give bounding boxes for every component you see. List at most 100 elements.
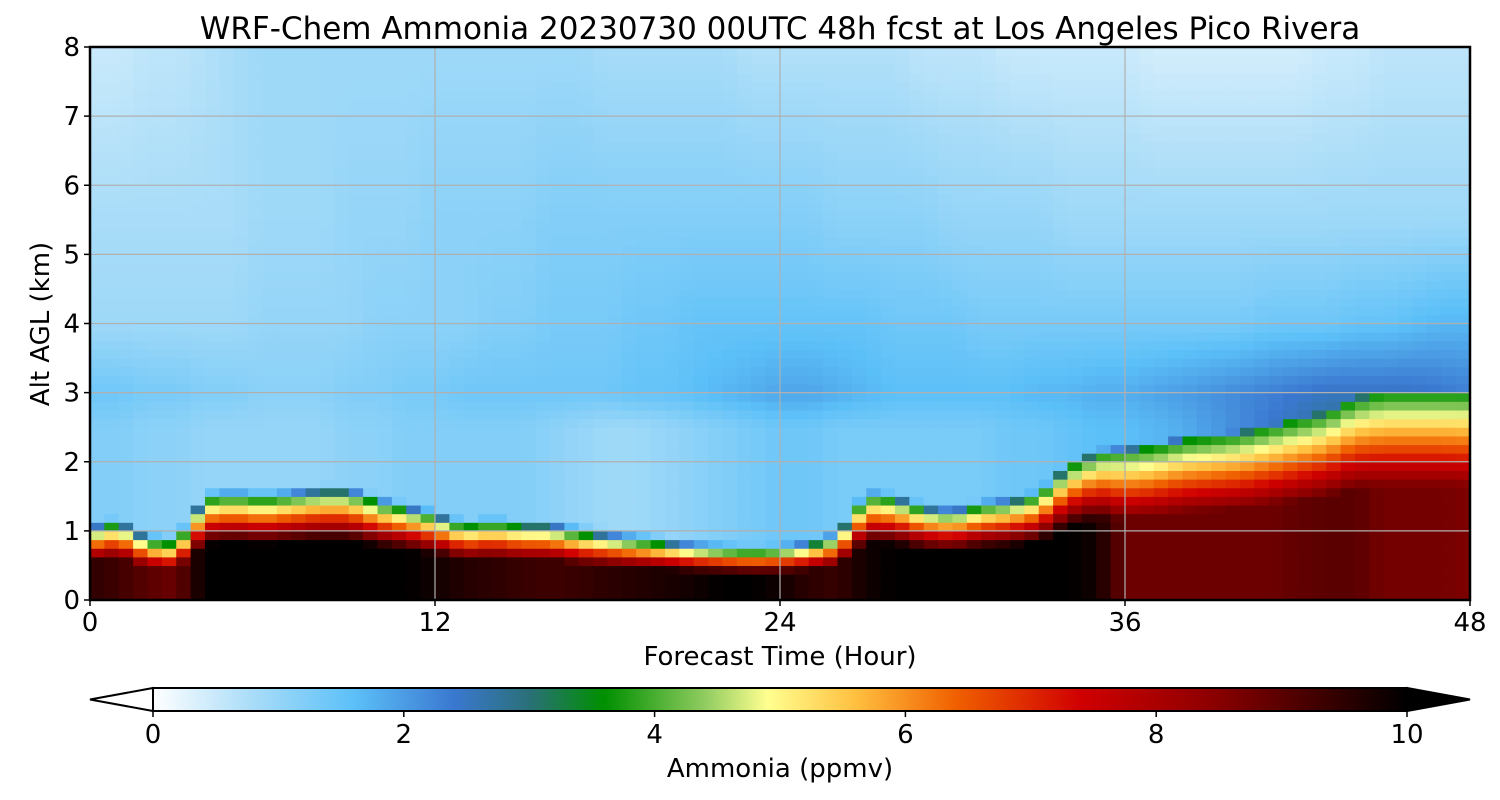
heatmap-cell [938,444,954,454]
heatmap-cell [736,340,752,351]
heatmap-cell [463,98,479,109]
heatmap-cell [650,167,666,178]
heatmap-cell [377,418,393,428]
heatmap-cell [693,479,709,489]
heatmap-cell [161,470,177,480]
heatmap-cell [751,591,767,600]
heatmap-cell [435,81,450,91]
heatmap-cell [765,565,781,575]
heatmap-cell [90,435,105,446]
heatmap-cell [492,444,508,454]
heatmap-cell [90,340,105,351]
heatmap-cell [1110,539,1126,549]
heatmap-cell [219,349,235,359]
heatmap-cell [866,64,882,74]
heatmap-cell [966,288,982,299]
heatmap-cell [550,340,565,351]
heatmap-cell [981,47,997,57]
heatmap-cell [708,314,724,325]
heatmap-cell [248,522,264,532]
heatmap-cell [578,263,594,273]
heatmap-cell [564,366,580,376]
heatmap-cell [636,548,652,558]
heatmap-cell [219,548,235,558]
heatmap-cell [1053,375,1069,385]
heatmap-cell [578,487,594,497]
heatmap-cell [1125,375,1140,385]
heatmap-cell [435,185,450,195]
heatmap-cell [981,479,997,489]
heatmap-cell [176,383,192,394]
heatmap-cell [751,116,767,126]
heatmap-cell [435,522,450,532]
heatmap-cell [391,133,407,143]
heatmap-cell [679,401,695,411]
heatmap-cell [1024,98,1040,109]
heatmap-cell [794,392,810,402]
heatmap-cell [133,349,149,359]
heatmap-cell [550,418,565,428]
heatmap-cell [506,323,522,333]
heatmap-cell [1096,211,1112,221]
heatmap-cell [1182,98,1198,109]
heatmap-cell [751,366,767,376]
heatmap-cell [679,64,695,74]
heatmap-cell [233,323,249,333]
heatmap-cell [966,90,982,100]
heatmap-cell [1153,90,1169,100]
heatmap-cell [621,504,637,515]
heatmap-cell [521,202,537,212]
heatmap-cell [995,116,1011,126]
heatmap-cell [305,133,321,143]
heatmap-cell [895,470,910,480]
heatmap-cell [492,340,508,351]
heatmap-cell [248,427,264,437]
heatmap-cell [981,332,997,342]
heatmap-cell [578,64,594,74]
heatmap-cell [1153,142,1169,152]
heatmap-cell [391,349,407,359]
heatmap-cell [348,332,364,342]
heatmap-cell [823,591,839,600]
heatmap-cell [880,211,896,221]
heatmap-cell [722,487,738,497]
heatmap-cell [1196,64,1212,74]
heatmap-cell [650,444,666,454]
heatmap-cell [147,271,163,281]
heatmap-cell [506,280,522,290]
heatmap-cell [966,72,982,83]
heatmap-cell [104,358,120,368]
heatmap-cell [1067,479,1083,489]
heatmap-cell [492,142,508,152]
heatmap-cell [348,427,364,437]
heatmap-cell [895,401,910,411]
heatmap-cell [377,167,393,178]
heatmap-cell [1053,461,1069,471]
heatmap-cell [1110,306,1126,316]
heatmap-cell [923,539,939,549]
heatmap-cell [1168,487,1184,497]
heatmap-cell [420,513,436,523]
heatmap-cell [952,90,968,100]
heatmap-cell [593,150,609,160]
heatmap-cell [1024,142,1040,152]
heatmap-cell [981,548,997,558]
heatmap-cell [478,306,494,316]
heatmap-cell [334,47,350,57]
heatmap-cell [1168,530,1184,541]
heatmap-cell [650,591,666,600]
heatmap-cell [291,332,307,342]
heatmap-cell [248,591,264,600]
heatmap-cell [291,513,307,523]
heatmap-cell [578,401,594,411]
heatmap-cell [334,323,350,333]
heatmap-cell [90,133,105,143]
heatmap-cell [607,202,623,212]
heatmap-cell [305,582,321,592]
heatmap-cell [866,366,882,376]
heatmap-cell [722,340,738,351]
heatmap-cell [851,202,867,212]
heatmap-cell [593,487,609,497]
heatmap-cell [435,487,450,497]
heatmap-cell [463,116,479,126]
